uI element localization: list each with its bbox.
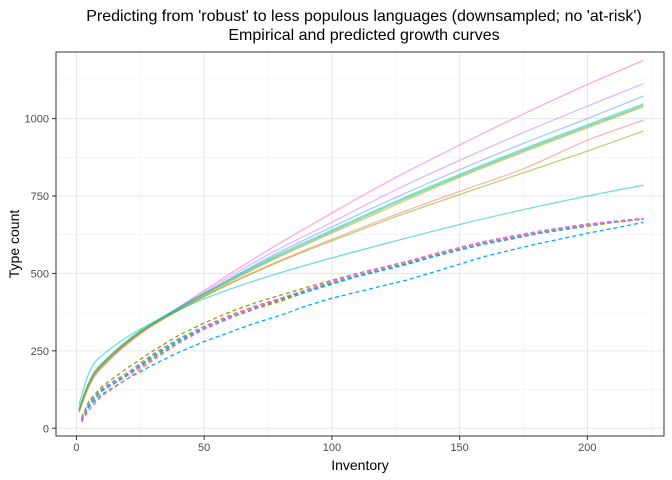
predicted-curve-5 [78,104,644,410]
y-tick-label: 750 [31,191,49,203]
y-axis-title: Type count [6,210,22,279]
chart-subtitle: Empirical and predicted growth curves [228,27,499,44]
predicted-curves [78,59,644,414]
empirical-curve-8 [80,217,644,423]
predicted-curve-7 [78,119,644,414]
plot-panel [56,52,664,436]
x-tick-label: 100 [323,442,341,454]
empirical-curve-5 [80,218,644,420]
predicted-curve-6 [78,106,644,411]
y-axis-ticks: 0 250 500 750 1000 [25,114,56,435]
major-gridlines [56,52,664,436]
predicted-curve-9 [78,184,644,406]
x-axis-ticks: 0 50 100 150 200 [73,436,597,454]
y-tick-label: 500 [31,268,49,280]
empirical-curve-6 [80,221,644,421]
empirical-curves [80,217,644,423]
x-axis-title: Inventory [331,457,389,473]
y-tick-label: 1000 [25,114,49,126]
x-tick-label: 0 [73,442,79,454]
x-tick-label: 200 [578,442,596,454]
plot-border [55,51,665,437]
predicted-curve-8 [78,130,644,412]
y-tick-label: 0 [43,423,49,435]
x-tick-label: 50 [198,442,210,454]
y-tick-label: 250 [31,346,49,358]
x-tick-label: 150 [450,442,468,454]
chart-title: Predicting from 'robust' to less populou… [86,8,642,25]
minor-gridlines [56,52,664,436]
empirical-curve-7 [80,218,644,420]
